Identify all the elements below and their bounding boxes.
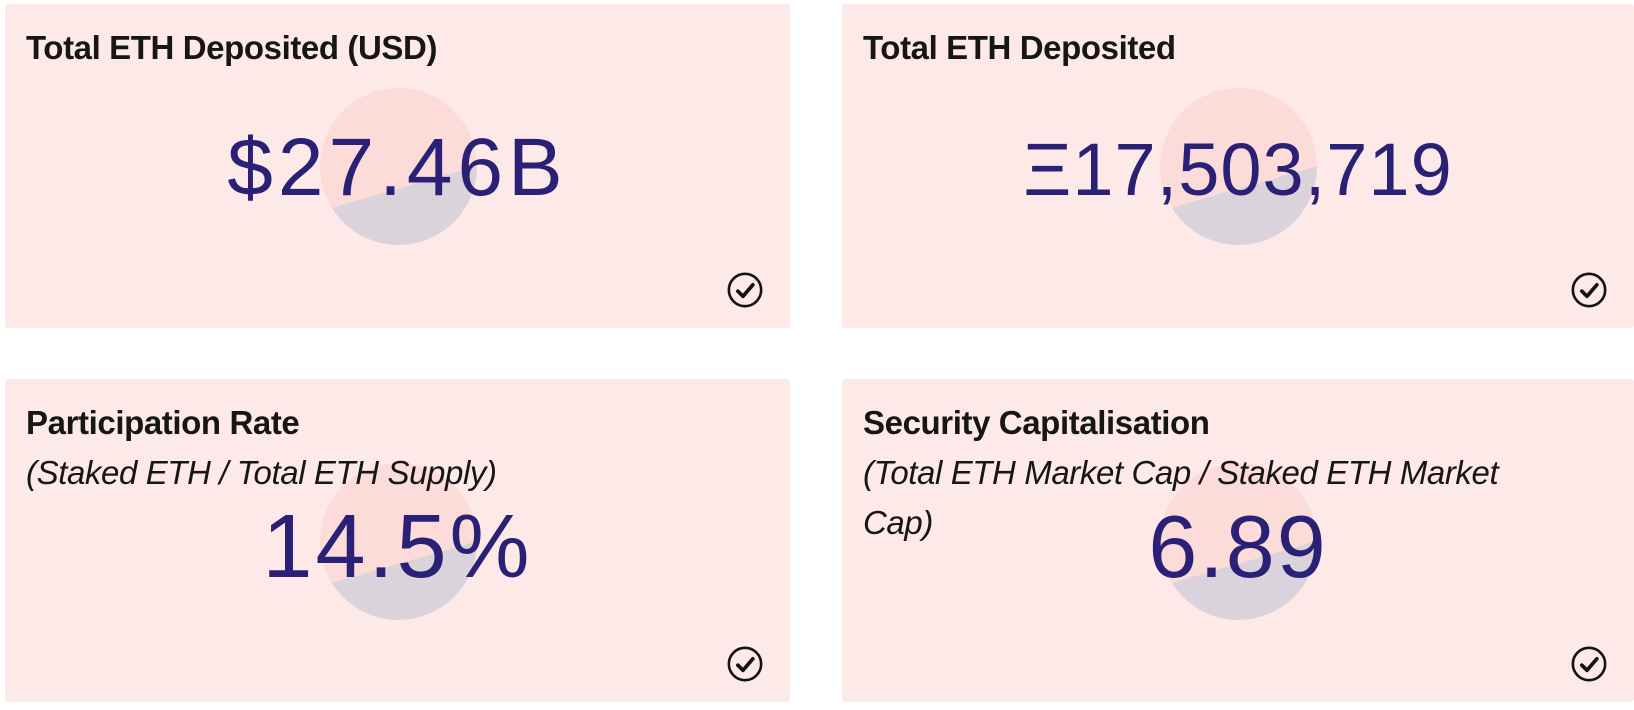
kpi-card-security-capitalisation: Security Capitalisation (Total ETH Marke…: [842, 379, 1634, 702]
check-circle-icon[interactable]: [1570, 271, 1608, 309]
card-header: Total ETH Deposited: [842, 4, 1634, 73]
card-title: Security Capitalisation: [863, 404, 1210, 441]
kpi-card-total-eth-deposited-usd: Total ETH Deposited (USD) $27.46B: [5, 4, 790, 328]
pie-watermark: [1160, 462, 1317, 620]
card-subtitle: (Total ETH Market Cap / Staked ETH Marke…: [863, 454, 1499, 541]
metric-value: Ξ17,503,719: [1023, 128, 1453, 211]
pie-watermark: [319, 462, 477, 620]
card-title: Total ETH Deposited (USD): [26, 29, 438, 66]
check-circle-icon[interactable]: [726, 271, 764, 309]
pie-watermark: [1160, 88, 1317, 245]
check-circle-icon[interactable]: [1570, 645, 1608, 683]
metric-value: $27.46B: [227, 122, 568, 213]
card-header: Total ETH Deposited (USD): [5, 4, 790, 73]
card-title: Total ETH Deposited: [863, 29, 1176, 66]
kpi-card-total-eth-deposited: Total ETH Deposited Ξ17,503,719: [842, 4, 1634, 328]
pie-watermark: [319, 88, 477, 245]
card-subtitle: (Staked ETH / Total ETH Supply): [26, 454, 497, 491]
metric-value: 6.89: [1148, 496, 1328, 596]
metric-value: 14.5%: [262, 496, 533, 597]
kpi-card-participation-rate: Participation Rate (Staked ETH / Total E…: [5, 379, 790, 702]
card-header: Participation Rate (Staked ETH / Total E…: [5, 379, 790, 498]
kpi-card-grid: Total ETH Deposited (USD) $27.46B Total …: [5, 4, 1634, 702]
card-title: Participation Rate: [26, 404, 300, 441]
check-circle-icon[interactable]: [726, 645, 764, 683]
card-header: Security Capitalisation (Total ETH Marke…: [842, 379, 1634, 548]
